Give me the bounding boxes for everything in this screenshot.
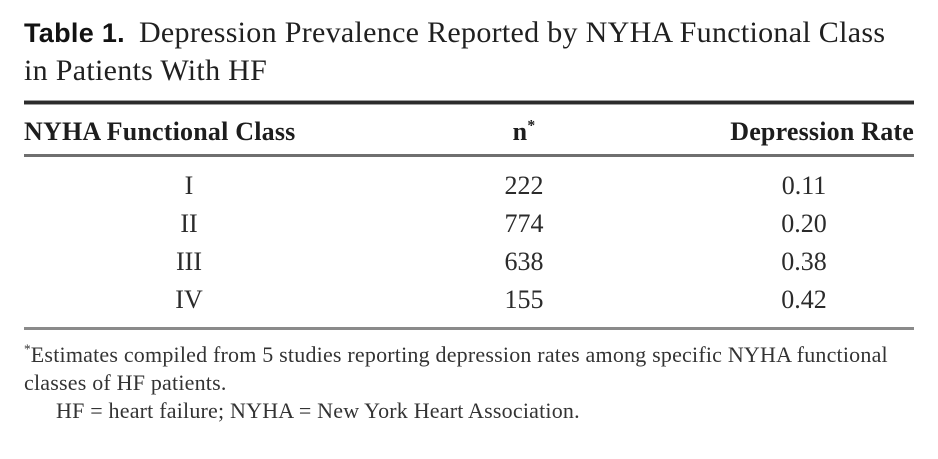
- table-row: I 222 0.11: [24, 156, 914, 206]
- col-header-n-label: n: [512, 117, 528, 146]
- cell-nyha-class: I: [184, 171, 194, 200]
- cell-depression-rate: 0.11: [781, 171, 827, 200]
- footnote-abbreviations: HF = heart failure; NYHA = New York Hear…: [56, 398, 580, 423]
- table-row: IV 155 0.42: [24, 281, 914, 327]
- table-row: III 638 0.38: [24, 243, 914, 281]
- cell-depression-rate: 0.42: [781, 285, 827, 314]
- depression-table: NYHA Functional Class n* Depression Rate…: [24, 105, 914, 327]
- header-row: NYHA Functional Class n* Depression Rate: [24, 105, 914, 157]
- footnote-estimates: *Estimates compiled from 5 studies repor…: [24, 341, 914, 397]
- footnote-estimates-text: Estimates compiled from 5 studies report…: [24, 342, 888, 395]
- cell-n: 774: [504, 209, 544, 238]
- footnote-asterisk-icon: *: [24, 341, 31, 357]
- cell-depression-rate: 0.20: [781, 209, 827, 238]
- col-header-n: n*: [354, 105, 694, 157]
- footnotes: *Estimates compiled from 5 studies repor…: [24, 341, 914, 425]
- cell-n: 638: [504, 247, 544, 276]
- cell-nyha-class: III: [176, 247, 202, 276]
- bottom-rule: [24, 327, 914, 330]
- table-figure: Table 1. Depression Prevalence Reported b…: [24, 0, 914, 425]
- cell-nyha-class: IV: [175, 285, 203, 314]
- table-row: II 774 0.20: [24, 205, 914, 243]
- col-header-depression-rate: Depression Rate: [694, 105, 914, 157]
- cell-n: 222: [504, 171, 544, 200]
- col-header-nyha-class: NYHA Functional Class: [24, 105, 354, 157]
- cell-n: 155: [504, 285, 544, 314]
- table-label: Table 1.: [24, 18, 125, 48]
- table-title: Depression Prevalence Reported by NYHA F…: [24, 16, 886, 87]
- table-caption: Table 1. Depression Prevalence Reported b…: [24, 0, 904, 90]
- asterisk-superscript-icon: *: [527, 117, 536, 135]
- cell-nyha-class: II: [180, 209, 198, 238]
- top-rule: [24, 100, 914, 105]
- cell-depression-rate: 0.38: [781, 247, 827, 276]
